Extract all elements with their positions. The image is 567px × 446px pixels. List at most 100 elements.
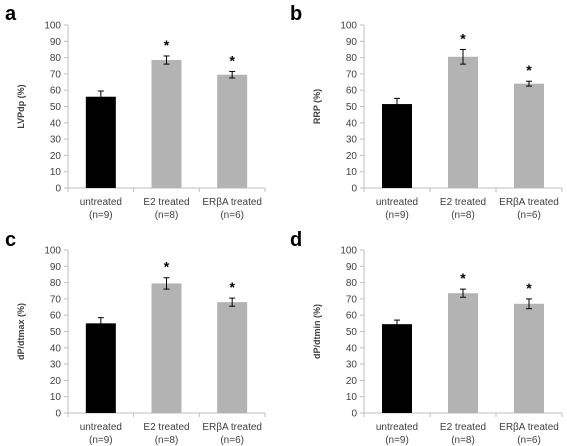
y-tick-label: 90 <box>50 262 62 273</box>
significance-marker: * <box>164 37 170 53</box>
bar-erβa-treated <box>217 74 248 188</box>
bar-e2-treated <box>151 60 182 188</box>
y-tick-label: 10 <box>50 392 62 403</box>
x-tick-label: ERβA treated <box>202 422 262 433</box>
y-axis-label: LVPdp (%) <box>16 84 26 128</box>
x-tick-sublabel: (n=6) <box>220 210 244 221</box>
y-tick-label: 40 <box>50 118 62 129</box>
x-tick-label: untreated <box>376 197 418 208</box>
panel-letter: b <box>290 3 302 25</box>
y-tick-label: 80 <box>346 278 358 289</box>
x-tick-sublabel: (n=9) <box>385 210 409 221</box>
y-tick-label: 0 <box>55 184 61 195</box>
bar-e2-treated <box>151 283 182 413</box>
x-tick-sublabel: (n=8) <box>451 435 475 446</box>
y-tick-label: 70 <box>50 294 62 305</box>
bar-untreated <box>382 324 412 413</box>
x-tick-sublabel: (n=6) <box>517 210 541 221</box>
x-tick-sublabel: (n=9) <box>385 435 409 446</box>
x-tick-sublabel: (n=8) <box>155 435 179 446</box>
y-tick-label: 30 <box>50 135 62 146</box>
y-tick-label: 40 <box>50 343 62 354</box>
y-tick-label: 30 <box>346 135 358 146</box>
panel-b: b RRP (%) 0 10 20 30 40 50 60 70 80 90 100 untreated (… <box>290 3 563 221</box>
y-tick-label: 0 <box>351 409 357 420</box>
significance-marker: * <box>526 62 532 78</box>
y-tick-label: 50 <box>50 327 62 338</box>
x-tick-label: E2 treated <box>440 422 486 433</box>
bar-e2-treated <box>448 56 478 188</box>
significance-marker: * <box>164 259 170 275</box>
bar-untreated <box>85 96 116 188</box>
significance-marker: * <box>460 30 466 46</box>
x-tick-sublabel: (n=6) <box>220 435 244 446</box>
x-tick-sublabel: (n=9) <box>89 435 113 446</box>
y-tick-label: 30 <box>346 360 358 371</box>
panel-letter: d <box>290 229 302 251</box>
significance-marker: * <box>229 279 235 295</box>
x-tick-sublabel: (n=6) <box>517 435 541 446</box>
bar-erβa-treated <box>514 303 544 413</box>
panel-letter: c <box>5 229 16 251</box>
y-tick-label: 60 <box>346 86 358 97</box>
y-tick-label: 20 <box>346 376 358 387</box>
y-tick-label: 20 <box>50 151 62 162</box>
x-tick-label: untreated <box>80 422 122 433</box>
x-tick-label: E2 treated <box>143 197 189 208</box>
y-tick-label: 60 <box>50 311 62 322</box>
y-tick-label: 90 <box>346 37 358 48</box>
y-tick-label: 50 <box>346 102 358 113</box>
bar-erβa-treated <box>217 302 248 413</box>
y-tick-label: 10 <box>50 167 62 178</box>
y-tick-label: 50 <box>50 102 62 113</box>
y-tick-label: 10 <box>346 167 358 178</box>
x-tick-label: untreated <box>80 197 122 208</box>
y-tick-label: 80 <box>50 278 62 289</box>
x-tick-sublabel: (n=8) <box>451 210 475 221</box>
x-tick-label: ERβA treated <box>499 197 559 208</box>
y-tick-label: 80 <box>50 53 62 64</box>
panel-letter: a <box>5 3 17 25</box>
y-tick-label: 30 <box>50 360 62 371</box>
y-tick-label: 90 <box>50 37 62 48</box>
y-tick-label: 100 <box>44 246 61 257</box>
significance-marker: * <box>526 280 532 296</box>
x-tick-label: ERβA treated <box>499 422 559 433</box>
y-axis-label: dP/dtmin (%) <box>312 304 322 359</box>
bar-erβa-treated <box>514 83 544 188</box>
panel-c: c dP/dtmax (%) 0 10 20 30 40 50 60 70 80 90 100 untre… <box>5 229 266 446</box>
panel-d: d dP/dtmin (%) 0 10 20 30 40 50 60 70 80 90 100 untre… <box>290 229 563 446</box>
x-tick-label: ERβA treated <box>202 197 262 208</box>
bar-e2-treated <box>448 293 478 413</box>
y-tick-label: 70 <box>346 294 358 305</box>
x-tick-label: E2 treated <box>440 197 486 208</box>
y-tick-label: 20 <box>346 151 358 162</box>
y-tick-label: 0 <box>55 409 61 420</box>
x-tick-label: E2 treated <box>143 422 189 433</box>
y-tick-label: 100 <box>340 21 357 32</box>
y-tick-label: 40 <box>346 343 358 354</box>
bar-untreated <box>382 104 412 188</box>
y-tick-label: 40 <box>346 118 358 129</box>
y-tick-label: 0 <box>351 184 357 195</box>
y-tick-label: 10 <box>346 392 358 403</box>
x-tick-sublabel: (n=9) <box>89 210 113 221</box>
y-axis-label: dP/dtmax (%) <box>16 303 26 360</box>
significance-marker: * <box>460 270 466 286</box>
x-tick-label: untreated <box>376 422 418 433</box>
x-tick-sublabel: (n=8) <box>155 210 179 221</box>
y-tick-label: 100 <box>44 21 61 32</box>
y-tick-label: 70 <box>50 69 62 80</box>
y-tick-label: 70 <box>346 69 358 80</box>
significance-marker: * <box>229 52 235 68</box>
y-tick-label: 20 <box>50 376 62 387</box>
y-tick-label: 50 <box>346 327 358 338</box>
y-tick-label: 100 <box>340 246 357 257</box>
y-tick-label: 60 <box>346 311 358 322</box>
y-tick-label: 80 <box>346 53 358 64</box>
bar-untreated <box>85 323 116 413</box>
y-tick-label: 90 <box>346 262 358 273</box>
y-tick-label: 60 <box>50 86 62 97</box>
panel-a: a LVPdp (%) 0 10 20 30 40 50 60 70 80 90 100 untreate… <box>5 3 266 221</box>
